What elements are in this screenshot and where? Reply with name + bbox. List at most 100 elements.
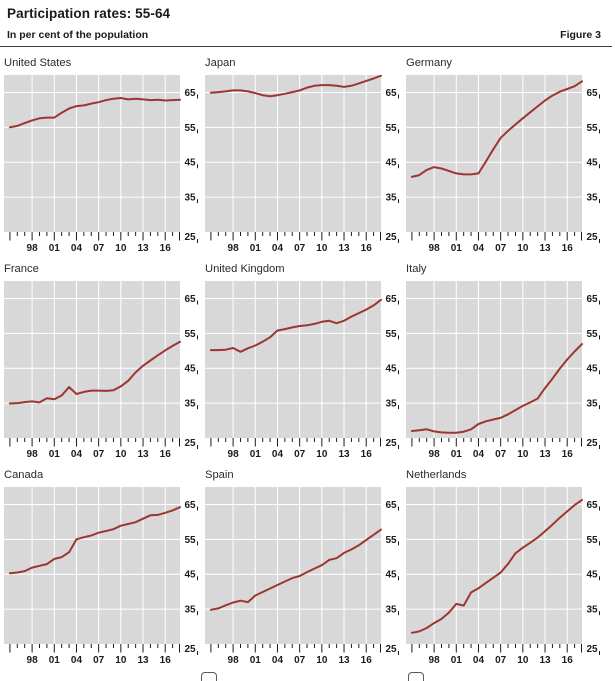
chart-title-canada: Canada <box>4 469 44 481</box>
axis-labels: 98 01 04 07 10 13 16 35 45 55 65 25 <box>228 294 398 460</box>
axis-ticks <box>9 300 198 449</box>
x-tick-label: 98 <box>228 243 240 254</box>
y-tick-label: 35 <box>587 605 599 616</box>
y-tick-label: 45 <box>587 158 599 169</box>
chart-france: France 98 01 04 07 10 13 16 35 45 55 65 25 <box>4 261 204 462</box>
chart-plot-canada: 98 01 04 07 10 13 16 35 45 55 65 25 <box>4 487 198 666</box>
y-tick-label: 35 <box>587 399 599 410</box>
axis-labels: 98 01 04 07 10 13 16 35 45 55 65 25 <box>27 88 197 254</box>
y-tick-label: 55 <box>185 123 197 134</box>
x-tick-label: 16 <box>361 449 373 460</box>
y-tick-label: 25 <box>386 232 398 243</box>
x-tick-label: 10 <box>316 449 328 460</box>
plot-background <box>205 281 381 438</box>
x-tick-label: 98 <box>429 243 441 254</box>
y-tick-label: 35 <box>185 399 197 410</box>
axis-labels: 98 01 04 07 10 13 16 35 45 55 65 25 <box>228 500 398 666</box>
charts-grid: United States 98 01 04 07 10 13 16 35 45 55 65 25 Jap… <box>4 55 615 668</box>
data-series-line-spain <box>209 528 382 611</box>
chart-plot-japan: 98 01 04 07 10 13 16 35 45 55 65 25 <box>205 75 399 254</box>
y-tick-label: 45 <box>185 570 197 581</box>
x-tick-label: 13 <box>539 243 551 254</box>
x-tick-label: 98 <box>228 449 240 460</box>
gridlines <box>4 487 180 644</box>
y-tick-label: 45 <box>587 364 599 375</box>
page-subtitle: In per cent of the population <box>7 29 149 41</box>
x-tick-label: 07 <box>294 655 306 666</box>
x-tick-label: 13 <box>539 449 551 460</box>
x-tick-label: 13 <box>539 655 551 666</box>
x-tick-label: 16 <box>361 243 373 254</box>
y-tick-label: 25 <box>185 644 197 655</box>
data-series-line-france <box>8 340 181 405</box>
axis-ticks <box>9 506 198 655</box>
x-tick-label: 04 <box>272 449 284 460</box>
x-tick-label: 16 <box>160 243 172 254</box>
y-tick-label: 55 <box>587 535 599 546</box>
y-tick-label: 65 <box>587 88 599 99</box>
x-tick-label: 13 <box>137 243 149 254</box>
x-tick-label: 04 <box>473 449 485 460</box>
x-tick-label: 98 <box>429 655 441 666</box>
axis-ticks <box>411 300 600 449</box>
y-tick-label: 55 <box>185 329 197 340</box>
y-tick-label: 55 <box>386 535 398 546</box>
x-tick-label: 01 <box>250 449 262 460</box>
axis-ticks <box>210 300 399 449</box>
x-tick-label: 07 <box>93 243 105 254</box>
x-tick-label: 07 <box>495 449 507 460</box>
data-series-line-germany <box>410 80 583 178</box>
x-tick-label: 01 <box>451 655 463 666</box>
axis-ticks <box>210 506 399 655</box>
chart-plot-netherlands: 98 01 04 07 10 13 16 35 45 55 65 25 <box>406 487 600 666</box>
chart-plot-united-states: 98 01 04 07 10 13 16 35 45 55 65 25 <box>4 75 198 254</box>
y-tick-label: 45 <box>386 570 398 581</box>
y-tick-label: 45 <box>185 364 197 375</box>
x-tick-label: 13 <box>338 243 350 254</box>
y-tick-label: 35 <box>386 399 398 410</box>
gridlines <box>406 281 582 438</box>
x-tick-label: 07 <box>294 449 306 460</box>
chart-plot-spain: 98 01 04 07 10 13 16 35 45 55 65 25 <box>205 487 399 666</box>
y-tick-label: 65 <box>386 294 398 305</box>
x-tick-label: 13 <box>338 655 350 666</box>
y-tick-label: 65 <box>185 88 197 99</box>
page-artifact-fragment <box>201 672 217 681</box>
x-tick-label: 01 <box>49 449 61 460</box>
chart-spain: Spain 98 01 04 07 10 13 16 35 45 55 65 25 <box>205 467 405 668</box>
y-tick-label: 65 <box>386 88 398 99</box>
x-tick-label: 10 <box>115 655 127 666</box>
x-tick-label: 07 <box>495 655 507 666</box>
x-tick-label: 01 <box>451 243 463 254</box>
x-tick-label: 13 <box>137 449 149 460</box>
y-tick-label: 25 <box>587 438 599 449</box>
y-tick-label: 45 <box>587 570 599 581</box>
gridlines <box>406 487 582 644</box>
x-tick-label: 10 <box>517 243 529 254</box>
figure-number-label: Figure 3 <box>560 29 601 41</box>
x-tick-label: 04 <box>71 655 83 666</box>
y-tick-label: 35 <box>185 193 197 204</box>
axis-labels: 98 01 04 07 10 13 16 35 45 55 65 25 <box>429 88 599 254</box>
x-tick-label: 98 <box>228 655 240 666</box>
chart-plot-france: 98 01 04 07 10 13 16 35 45 55 65 25 <box>4 281 198 460</box>
x-tick-label: 10 <box>517 449 529 460</box>
data-series-line-canada <box>8 506 181 575</box>
data-series-line-united-states <box>8 97 181 129</box>
chart-plot-united-kingdom: 98 01 04 07 10 13 16 35 45 55 65 25 <box>205 281 399 460</box>
chart-title-germany: Germany <box>406 57 453 69</box>
y-tick-label: 65 <box>587 500 599 511</box>
chart-title-netherlands: Netherlands <box>406 469 467 481</box>
y-tick-label: 45 <box>386 158 398 169</box>
y-tick-label: 55 <box>587 329 599 340</box>
axis-ticks <box>9 94 198 243</box>
x-tick-label: 01 <box>49 243 61 254</box>
x-tick-label: 10 <box>316 655 328 666</box>
x-tick-label: 01 <box>49 655 61 666</box>
data-series-line-netherlands <box>410 498 583 634</box>
x-tick-label: 04 <box>71 449 83 460</box>
chart-title-france: France <box>4 263 39 275</box>
x-tick-label: 98 <box>429 449 441 460</box>
x-tick-label: 98 <box>27 243 39 254</box>
x-tick-label: 10 <box>517 655 529 666</box>
